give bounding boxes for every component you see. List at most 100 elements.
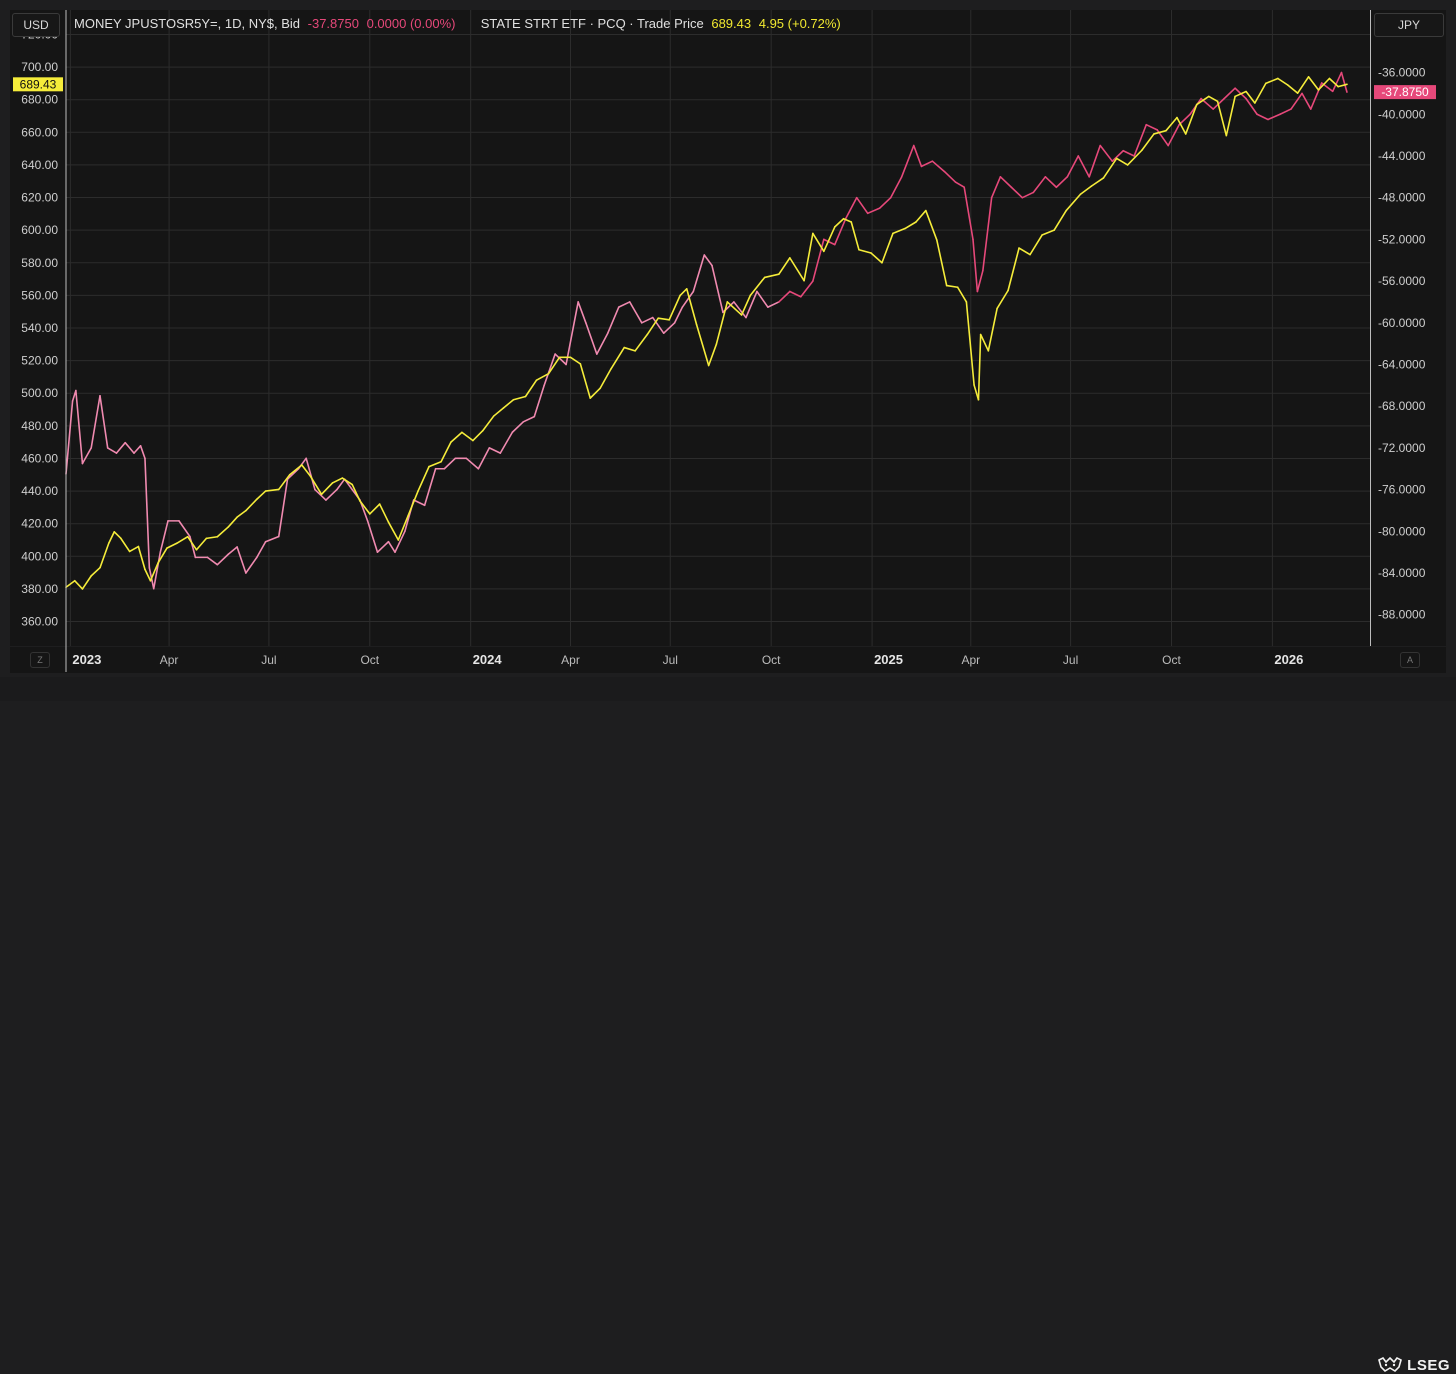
- line-segment: [703, 254, 713, 267]
- line-segment: [378, 503, 390, 523]
- line-segment: [990, 176, 1002, 199]
- left-tick-label: 440.00: [21, 484, 58, 498]
- line-segment: [206, 556, 219, 566]
- line-segment: [565, 301, 579, 366]
- series2-change: 4.95 (+0.72%): [758, 16, 841, 31]
- left-tick-label: 600.00: [21, 223, 58, 237]
- line-segment: [144, 568, 152, 582]
- series1-name[interactable]: MONEY JPUSTOSR5Y=, 1D, NY$, Bid: [74, 16, 301, 31]
- series2-last-value: 689.43: [711, 16, 752, 31]
- line-segment: [137, 545, 146, 571]
- line-segment: [569, 356, 582, 365]
- line-segment: [1225, 95, 1236, 137]
- line-segment: [186, 535, 198, 551]
- right-tick-label: -56.0000: [1378, 274, 1426, 288]
- line-segment: [387, 521, 400, 541]
- line-segment: [1207, 95, 1219, 103]
- line-segment: [935, 239, 948, 287]
- line-segment: [144, 457, 151, 569]
- line-segment: [925, 209, 938, 241]
- line-segment: [512, 395, 527, 401]
- line-segment: [1055, 176, 1069, 189]
- line-segment: [245, 498, 258, 512]
- line-segment: [450, 431, 463, 443]
- line-segment: [892, 227, 906, 235]
- line-segment: [778, 257, 791, 275]
- line-segment: [286, 467, 300, 480]
- line-segment: [264, 535, 280, 543]
- lseg-logo: LSEG: [1377, 1357, 1450, 1374]
- line-segment: [73, 579, 84, 590]
- line-segment: [477, 447, 491, 470]
- line-segment: [1216, 100, 1228, 137]
- line-segment: [216, 526, 230, 538]
- line-segment: [325, 488, 338, 501]
- right-tick-label: -52.0000: [1378, 232, 1426, 246]
- line-segment: [1077, 155, 1091, 178]
- line-segment: [1079, 185, 1093, 196]
- line-segment: [341, 477, 354, 486]
- line-segment: [740, 294, 752, 316]
- line-segment: [139, 445, 146, 460]
- series2-name[interactable]: STATE STRT ETF · PCQ · Trade Price: [480, 16, 704, 31]
- right-tick-label: -76.0000: [1378, 483, 1426, 497]
- line-segment: [277, 478, 289, 538]
- left-unit-button[interactable]: USD: [12, 13, 60, 37]
- line-segment: [1265, 77, 1279, 85]
- left-tick-label: 620.00: [21, 191, 58, 205]
- line-segment: [651, 316, 665, 335]
- line-segment: [1099, 144, 1114, 162]
- right-unit-button[interactable]: JPY: [1374, 13, 1444, 37]
- line-segment: [803, 232, 814, 282]
- price-chart[interactable]: 360.00 380.00 400.00 420.00 440.00 460.00 480.…: [0, 0, 1456, 676]
- series1-line[interactable]: [65, 71, 1348, 590]
- line-segment: [789, 257, 805, 282]
- line-segment: [320, 482, 334, 496]
- line-segment: [956, 286, 968, 303]
- line-segment: [1296, 76, 1310, 94]
- series2-line[interactable]: [65, 76, 1348, 590]
- line-segment: [428, 460, 442, 468]
- line-segment: [1029, 234, 1043, 256]
- line-segment: [692, 254, 706, 293]
- line-segment: [256, 490, 267, 501]
- line-segment: [107, 531, 116, 545]
- left-tick-label: 680.00: [21, 93, 58, 107]
- line-segment: [81, 575, 93, 590]
- time-tick-label: Oct: [1162, 653, 1181, 667]
- line-segment: [920, 160, 934, 168]
- line-segment: [844, 196, 858, 220]
- line-segment: [423, 467, 437, 507]
- auto-scale-button[interactable]: A: [1400, 652, 1420, 668]
- line-segment: [314, 488, 327, 501]
- line-segment: [733, 301, 747, 319]
- line-segment: [834, 217, 845, 228]
- line-segment: [443, 457, 457, 470]
- line-segment: [1317, 77, 1331, 91]
- left-tick-label: 500.00: [21, 386, 58, 400]
- left-tick-label: 660.00: [21, 125, 58, 139]
- zoom-button[interactable]: Z: [30, 652, 50, 668]
- line-segment: [1153, 129, 1167, 135]
- line-segment: [756, 290, 769, 308]
- line-segment: [866, 207, 881, 215]
- left-tick-label: 380.00: [21, 582, 58, 596]
- line-segment: [889, 176, 903, 199]
- right-tick-label: -88.0000: [1378, 608, 1426, 622]
- line-segment: [640, 316, 654, 324]
- line-segment: [1088, 144, 1102, 178]
- right-tick-label: -64.0000: [1378, 357, 1426, 371]
- line-segment: [288, 464, 303, 476]
- line-segment: [461, 431, 474, 442]
- line-segment: [157, 547, 168, 564]
- line-segment: [1044, 176, 1058, 189]
- line-segment: [245, 556, 258, 574]
- line-segment: [823, 226, 836, 253]
- line-segment: [1256, 113, 1269, 121]
- line-segment: [264, 488, 280, 492]
- line-segment: [1277, 77, 1289, 86]
- line-segment: [236, 509, 247, 518]
- line-segment: [1018, 247, 1031, 256]
- line-segment: [1254, 82, 1267, 104]
- left-tick-label: 420.00: [21, 517, 58, 531]
